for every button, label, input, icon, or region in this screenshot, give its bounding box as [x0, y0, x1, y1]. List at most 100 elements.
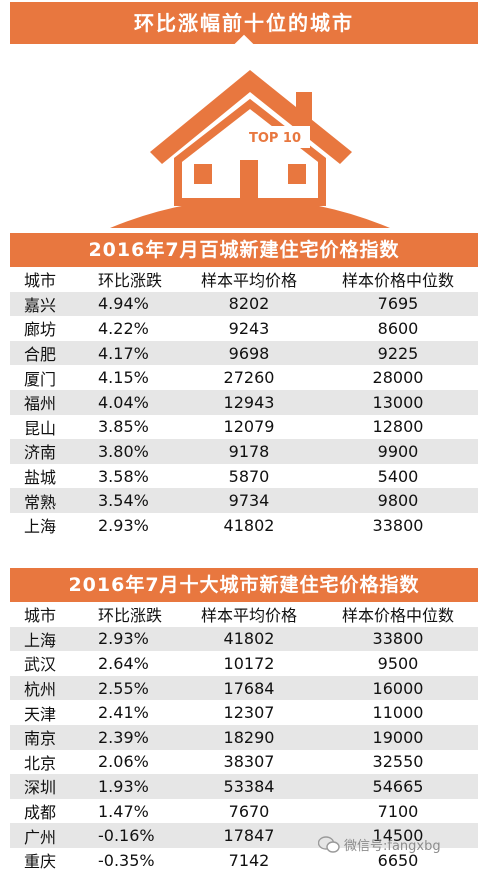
- cell-avg-price: 8202: [228, 294, 270, 314]
- cell-city: 天津: [24, 704, 57, 724]
- cell-city: 昆山: [24, 418, 57, 438]
- cell-median-price: 16000: [372, 678, 424, 698]
- header-avg-price: 样本平均价格: [200, 271, 297, 291]
- watermark-text: 微信号:fangxbg: [344, 839, 441, 854]
- wechat-icon: [318, 835, 340, 853]
- cell-avg-price: 27260: [223, 368, 275, 388]
- table-body: 上海 2.93% 41802 33800 武汉 2.64% 10172 9500 杭州 2.55%…: [10, 626, 478, 873]
- cell-city: 盐城: [24, 468, 57, 488]
- table-hundred-cities: 2016年7月百城新建住宅价格指数 城市 环比涨跌 样本平均价格 样本价格中位数…: [10, 233, 478, 538]
- header-change: 环比涨跌: [98, 606, 163, 626]
- cell-median-price: 28000: [372, 368, 424, 388]
- cell-median-price: 11000: [372, 703, 424, 723]
- cell-median-price: 9225: [377, 343, 419, 363]
- page-title: 环比涨幅前十位的城市: [134, 11, 354, 35]
- cell-city: 武汉: [24, 655, 57, 675]
- table-row: 天津 2.41% 12307 11000: [10, 700, 478, 725]
- cell-change: 3.80%: [98, 441, 149, 461]
- cell-change: 2.93%: [98, 629, 149, 649]
- cell-avg-price: 12307: [223, 703, 275, 723]
- house-illustration: TOP 10: [90, 60, 410, 230]
- table-header-row: 城市 环比涨跌 样本平均价格 样本价格中位数: [10, 267, 478, 292]
- cell-change: -0.35%: [98, 850, 155, 870]
- cell-median-price: 33800: [372, 515, 424, 535]
- cell-city: 厦门: [24, 369, 57, 389]
- cell-change: -0.16%: [98, 826, 155, 846]
- cell-median-price: 12800: [372, 417, 424, 437]
- cell-change: 4.17%: [98, 343, 149, 363]
- cell-city: 上海: [24, 517, 57, 537]
- cell-avg-price: 53384: [223, 776, 275, 796]
- cell-change: 4.94%: [98, 294, 149, 314]
- cell-median-price: 8600: [377, 318, 419, 338]
- cell-avg-price: 17847: [223, 826, 275, 846]
- table-row: 福州 4.04% 12943 13000: [10, 389, 478, 415]
- table-row: 上海 2.93% 41802 33800: [10, 512, 478, 538]
- cell-change: 2.39%: [98, 727, 149, 747]
- cell-change: 2.55%: [98, 678, 149, 698]
- cell-city: 福州: [24, 394, 57, 414]
- cell-avg-price: 38307: [223, 752, 275, 772]
- cell-avg-price: 12943: [223, 392, 275, 412]
- table-row: 广州 -0.16% 17847 14500: [10, 823, 478, 848]
- header-median-price: 样本价格中位数: [341, 606, 454, 626]
- table-row: 嘉兴 4.94% 8202 7695: [10, 291, 478, 317]
- cell-avg-price: 41802: [223, 515, 275, 535]
- cell-median-price: 7100: [377, 801, 419, 821]
- cell-avg-price: 10172: [223, 653, 275, 673]
- header-city: 城市: [24, 606, 57, 626]
- cell-city: 合肥: [24, 345, 57, 365]
- cell-change: 2.64%: [98, 653, 149, 673]
- cell-city: 重庆: [24, 852, 57, 872]
- table-row: 济南 3.80% 9178 9900: [10, 439, 478, 464]
- cell-city: 嘉兴: [24, 295, 57, 315]
- table-row: 盐城 3.58% 5870 5400: [10, 463, 478, 489]
- table-row: 南京 2.39% 18290 19000: [10, 724, 478, 750]
- cell-avg-price: 9243: [228, 318, 270, 338]
- cell-change: 3.54%: [98, 491, 149, 511]
- cell-median-price: 32550: [372, 752, 424, 772]
- cell-avg-price: 9178: [228, 441, 270, 461]
- top10-badge: TOP 10: [249, 131, 301, 146]
- cell-change: 1.93%: [98, 776, 149, 796]
- table-row: 北京 2.06% 38307 32550: [10, 749, 478, 775]
- cell-median-price: 7695: [377, 294, 419, 314]
- table-row: 合肥 4.17% 9698 9225: [10, 340, 478, 366]
- cell-city: 杭州: [24, 680, 57, 700]
- header-median-price: 样本价格中位数: [341, 271, 454, 291]
- cell-median-price: 9800: [377, 491, 419, 511]
- cell-median-price: 6650: [377, 850, 419, 870]
- cell-avg-price: 5870: [228, 466, 270, 486]
- cell-city: 上海: [24, 630, 57, 650]
- cell-change: 4.15%: [98, 368, 149, 388]
- header-change: 环比涨跌: [98, 271, 163, 291]
- cell-change: 3.58%: [98, 466, 149, 486]
- cell-change: 2.41%: [98, 703, 149, 723]
- table-row: 武汉 2.64% 10172 9500: [10, 651, 478, 676]
- cell-change: 1.47%: [98, 801, 149, 821]
- house-icon: TOP 10: [110, 70, 390, 228]
- cell-avg-price: 41802: [223, 629, 275, 649]
- cell-avg-price: 7670: [228, 801, 270, 821]
- cell-city: 成都: [24, 803, 57, 823]
- cell-median-price: 5400: [377, 466, 419, 486]
- table-row: 成都 1.47% 7670 7100: [10, 798, 478, 824]
- cell-avg-price: 9734: [228, 491, 270, 511]
- cell-median-price: 33800: [372, 629, 424, 649]
- title-banner: 环比涨幅前十位的城市: [10, 2, 478, 44]
- cell-change: 3.85%: [98, 417, 149, 437]
- table-row: 深圳 1.93% 53384 54665: [10, 774, 478, 799]
- table-row: 上海 2.93% 41802 33800: [10, 626, 478, 652]
- cell-city: 常熟: [24, 492, 57, 512]
- cell-city: 济南: [24, 443, 57, 463]
- cell-avg-price: 7142: [228, 850, 270, 870]
- watermark: 微信号:fangxbg: [318, 835, 441, 854]
- cell-avg-price: 17684: [223, 678, 275, 698]
- table-ten-cities: 2016年7月十大城市新建住宅价格指数 城市 环比涨跌 样本平均价格 样本价格中…: [10, 568, 478, 873]
- cell-change: 4.04%: [98, 392, 149, 412]
- cell-avg-price: 9698: [228, 343, 270, 363]
- cell-median-price: 9500: [377, 653, 419, 673]
- cell-avg-price: 12079: [223, 417, 275, 437]
- cell-change: 2.06%: [98, 752, 149, 772]
- table-row: 常熟 3.54% 9734 9800: [10, 488, 478, 513]
